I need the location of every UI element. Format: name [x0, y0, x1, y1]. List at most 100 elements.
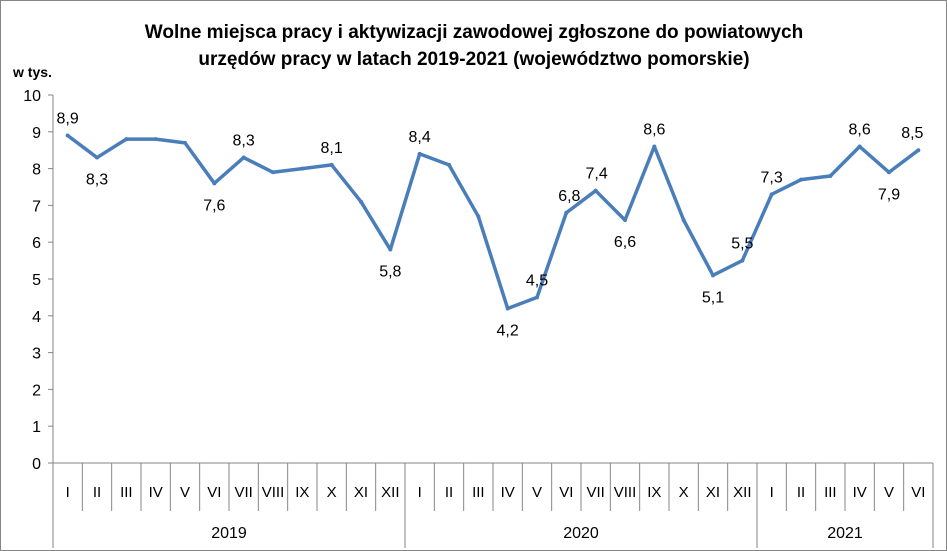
x-tick-label: VIII	[614, 484, 637, 501]
y-tick-label: 9	[32, 125, 41, 142]
x-group-label: 2020	[563, 525, 599, 542]
y-tick-label: 0	[32, 456, 41, 473]
data-point	[769, 192, 774, 197]
data-point	[505, 306, 510, 311]
y-tick-label: 8	[32, 162, 41, 179]
x-tick-label: II	[445, 484, 453, 501]
series-line	[65, 133, 921, 311]
data-label: 8,6	[643, 122, 665, 139]
y-tick-label: 10	[23, 88, 41, 105]
x-tick-label: II	[797, 484, 805, 501]
data-label: 8,1	[321, 140, 343, 157]
y-tick-label: 3	[32, 346, 41, 363]
x-tick-label: IX	[647, 484, 661, 501]
data-label: 8,4	[409, 129, 431, 146]
y-tick-label: 4	[32, 309, 41, 326]
y-tick-label: 2	[32, 382, 41, 399]
data-point	[916, 148, 921, 153]
data-point	[887, 170, 891, 175]
x-tick-label: I	[418, 484, 422, 501]
x-tick-label: XI	[706, 484, 720, 501]
x-tick-label: IV	[853, 484, 867, 501]
x-tick-label: V	[884, 484, 894, 501]
data-label: 5,5	[731, 236, 753, 253]
x-tick-label: XII	[733, 484, 751, 501]
y-tick-label: 6	[32, 235, 41, 252]
x-tick-label: IX	[295, 484, 309, 501]
y-tick-label: 7	[32, 198, 41, 215]
y-tick-label: 5	[32, 272, 41, 289]
data-point	[212, 181, 217, 186]
data-point	[271, 170, 275, 175]
data-point	[828, 173, 833, 178]
data-point	[417, 151, 422, 156]
data-label: 7,4	[586, 166, 608, 183]
data-point	[681, 218, 686, 223]
x-tick-label: VI	[207, 484, 221, 501]
data-point	[300, 166, 305, 171]
data-label: 4,5	[526, 272, 548, 289]
data-point	[740, 258, 745, 263]
data-point	[711, 273, 715, 278]
x-tick-label: V	[532, 484, 542, 501]
data-point	[65, 133, 70, 138]
chart-title-line-2: urzędów pracy w latach 2019-2021 (wojewó…	[198, 49, 749, 70]
data-point	[124, 137, 129, 142]
data-point	[359, 199, 363, 204]
data-label: 8,3	[86, 172, 108, 189]
data-point	[535, 295, 539, 300]
data-label: 8,9	[57, 110, 79, 127]
data-label: 5,8	[379, 264, 401, 281]
data-point	[388, 247, 393, 252]
data-label: 6,8	[558, 188, 580, 205]
data-point	[593, 188, 598, 193]
x-tick-label: VI	[911, 484, 925, 501]
data-label: 4,2	[497, 322, 519, 339]
x-tick-label: I	[770, 484, 774, 501]
x-tick-label: III	[120, 484, 133, 501]
data-point	[153, 137, 158, 142]
data-point	[799, 177, 803, 182]
x-tick-label: II	[93, 484, 101, 501]
data-point	[564, 210, 569, 215]
x-tick-label: VII	[586, 484, 604, 501]
x-group-label: 2019	[211, 525, 247, 542]
data-label: 8,3	[233, 133, 255, 150]
y-tick-label: 1	[32, 419, 41, 436]
data-point	[623, 218, 627, 223]
x-tick-label: V	[180, 484, 190, 501]
data-series	[65, 133, 921, 311]
x-group-label: 2021	[827, 525, 863, 542]
x-tick-label: XII	[381, 484, 399, 501]
x-tick-label: IV	[501, 484, 515, 501]
x-tick-label: VII	[234, 484, 252, 501]
y-axis-unit-label: w tys.	[12, 64, 52, 80]
data-label: 7,6	[203, 197, 225, 214]
data-label: 5,1	[702, 289, 724, 306]
data-label: 7,3	[761, 169, 783, 186]
data-point	[652, 144, 657, 149]
data-point	[183, 140, 187, 145]
x-tick-label: I	[66, 484, 70, 501]
x-tick-label: III	[824, 484, 837, 501]
data-point	[476, 214, 481, 219]
data-label: 6,6	[614, 234, 636, 251]
chart-title-line-1: Wolne miejsca pracy i aktywizacji zawodo…	[145, 22, 803, 43]
x-tick-label: XI	[354, 484, 368, 501]
data-point	[447, 162, 451, 167]
x-tick-label: X	[679, 484, 689, 501]
data-label: 7,9	[878, 186, 900, 203]
x-tick-label: VI	[559, 484, 573, 501]
data-label: 8,6	[849, 122, 871, 139]
data-point	[241, 155, 246, 160]
x-tick-label: IV	[149, 484, 163, 501]
data-point	[329, 162, 334, 167]
data-point	[95, 155, 99, 160]
x-tick-label: VIII	[262, 484, 285, 501]
data-label: 8,5	[901, 125, 923, 142]
data-labels: 8,9 8,3 7,6 8,3 8,1 5,8 8,4 4,2 4,5 6,8 7,4 6,6 8,6 5…	[57, 110, 924, 339]
x-tick-label: X	[327, 484, 337, 501]
